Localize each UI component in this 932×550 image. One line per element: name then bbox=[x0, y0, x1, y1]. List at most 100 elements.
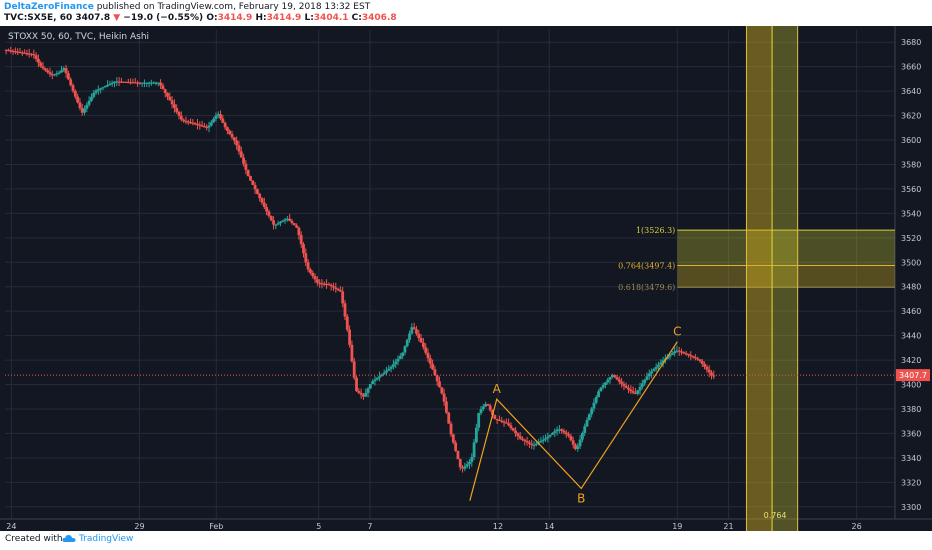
tradingview-logo[interactable]: TradingView bbox=[62, 534, 133, 544]
chart-area[interactable]: 1(3526.3) 0.764(3497.4) 0.618(3479.6) 0.764… bbox=[0, 26, 932, 549]
candle-body bbox=[650, 371, 653, 374]
candle-body bbox=[574, 444, 577, 450]
candle-body bbox=[615, 377, 619, 380]
publish-line: DeltaZeroFinance published on TradingVie… bbox=[4, 2, 370, 13]
candle-body bbox=[11, 50, 15, 52]
chart-title: STOXX 50, 60, TVC, Heikin Ashi bbox=[8, 32, 149, 42]
candle-body bbox=[156, 82, 160, 84]
candle-body bbox=[57, 72, 61, 74]
candle-body bbox=[281, 220, 285, 222]
candle-body bbox=[16, 51, 20, 53]
tradingview-brand: TradingView bbox=[79, 534, 134, 544]
candle-body bbox=[668, 354, 672, 357]
candle-body bbox=[514, 430, 517, 434]
candle-body bbox=[456, 450, 460, 460]
candle-body bbox=[327, 284, 331, 286]
last-price: 3407.8 bbox=[75, 13, 111, 23]
candle-body bbox=[173, 104, 176, 109]
author-link[interactable]: DeltaZeroFinance bbox=[4, 2, 94, 12]
price-axis-tick: 3520 bbox=[901, 234, 921, 243]
time-zone-band bbox=[746, 26, 773, 549]
candle-body bbox=[385, 370, 388, 373]
symbol-label: TVC:SX5E, 60 bbox=[4, 13, 73, 23]
candle-body bbox=[253, 185, 257, 190]
candle-body bbox=[110, 82, 114, 85]
candle-body bbox=[511, 428, 515, 431]
candle-body bbox=[207, 125, 211, 128]
candle-body bbox=[269, 215, 273, 221]
candle-body bbox=[516, 433, 520, 436]
candle-body bbox=[712, 375, 716, 377]
candle-body bbox=[438, 381, 441, 388]
price-axis-tick: 3400 bbox=[901, 381, 921, 390]
candle-body bbox=[541, 439, 545, 441]
candle-body bbox=[309, 269, 312, 273]
candle-body bbox=[613, 374, 617, 378]
change-value: −19.0 (−0.55%) bbox=[123, 13, 204, 23]
candle-body bbox=[182, 119, 186, 121]
candle-body bbox=[37, 58, 40, 63]
candle-body bbox=[504, 422, 508, 424]
candle-body bbox=[567, 434, 570, 436]
time-axis-tick: 14 bbox=[544, 522, 554, 531]
candle-body bbox=[557, 429, 561, 431]
candle-body bbox=[338, 290, 342, 292]
candle-body bbox=[500, 420, 504, 422]
candle-body bbox=[260, 198, 264, 203]
candle-body bbox=[670, 353, 674, 355]
candle-body bbox=[129, 82, 133, 84]
price-axis-tick: 3540 bbox=[901, 209, 921, 218]
candle-body bbox=[610, 374, 614, 378]
candle-body bbox=[230, 134, 234, 138]
candle-body bbox=[479, 409, 483, 414]
candle-body bbox=[53, 74, 56, 76]
candle-body bbox=[297, 227, 301, 236]
candle-body bbox=[364, 392, 368, 397]
price-axis-tick: 3680 bbox=[901, 38, 921, 47]
price-chart[interactable]: 1(3526.3) 0.764(3497.4) 0.618(3479.6) 0.764… bbox=[0, 26, 932, 549]
candle-body bbox=[272, 220, 275, 225]
candle-body bbox=[705, 366, 709, 370]
candle-body bbox=[256, 189, 259, 194]
ohlc-line: TVC:SX5E, 60 3407.8 ▼ −19.0 (−0.55%) O:3… bbox=[4, 13, 397, 24]
candle-body bbox=[120, 81, 123, 83]
candle-body bbox=[606, 379, 610, 383]
candle-body bbox=[302, 244, 305, 254]
candle-body bbox=[175, 108, 179, 112]
candle-body bbox=[477, 413, 481, 428]
price-axis-tick: 3480 bbox=[901, 283, 921, 292]
candle-body bbox=[265, 207, 269, 212]
candle-body bbox=[214, 115, 218, 119]
candle-body bbox=[647, 373, 651, 377]
high-value: 3414.9 bbox=[266, 13, 302, 23]
candle-body bbox=[325, 283, 328, 286]
candle-body bbox=[4, 49, 8, 51]
candle-body bbox=[532, 444, 536, 447]
candle-body bbox=[359, 392, 363, 395]
price-axis-tick: 3320 bbox=[901, 478, 921, 487]
candle-body bbox=[560, 429, 564, 431]
candle-body bbox=[242, 157, 245, 164]
time-axis-tick: 26 bbox=[851, 522, 861, 531]
candle-body bbox=[216, 114, 220, 116]
candle-body bbox=[534, 443, 538, 445]
last-price-label: 3407.7 bbox=[899, 371, 927, 380]
candle-body bbox=[583, 426, 587, 433]
candle-body bbox=[548, 434, 552, 437]
candle-body bbox=[322, 283, 326, 285]
candle-body bbox=[48, 72, 52, 75]
price-axis-tick: 3580 bbox=[901, 160, 921, 169]
time-axis-tick: 12 bbox=[493, 522, 503, 531]
candle-body bbox=[599, 387, 603, 392]
candle-body bbox=[419, 338, 423, 343]
close-label: C: bbox=[351, 13, 362, 23]
candle-body bbox=[27, 53, 31, 55]
candle-body bbox=[484, 404, 487, 407]
time-axis-tick: 24 bbox=[6, 522, 16, 531]
published-text: published on TradingView.com, February 1… bbox=[96, 2, 371, 12]
candle-body bbox=[488, 405, 492, 411]
candle-body bbox=[627, 387, 630, 390]
candle-body bbox=[675, 350, 679, 352]
candle-body bbox=[707, 369, 711, 373]
candle-body bbox=[94, 90, 98, 93]
